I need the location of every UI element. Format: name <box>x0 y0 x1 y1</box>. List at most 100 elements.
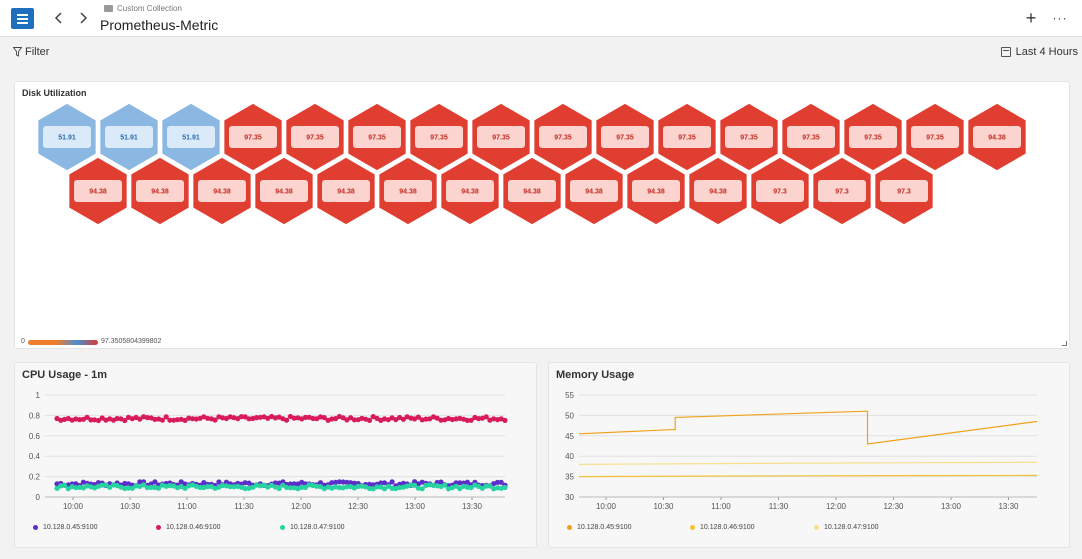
disk-hex-cell[interactable]: 97.3 <box>811 156 873 226</box>
back-button[interactable] <box>51 9 67 27</box>
disk-hex-cell[interactable]: 94.38 <box>966 102 1028 172</box>
disk-hex-cell[interactable]: 97.35 <box>842 102 904 172</box>
scatter-point <box>148 484 154 490</box>
disk-hex-cell[interactable]: 94.38 <box>377 156 439 226</box>
x-tick-label: 11:30 <box>769 502 789 511</box>
hex-value-tile <box>384 180 432 202</box>
scatter-point <box>442 482 448 488</box>
scatter-point <box>144 415 150 421</box>
legend-item[interactable]: 10.128.0.47:9100 <box>814 524 879 531</box>
scatter-point <box>333 416 339 422</box>
scatter-point <box>125 485 132 491</box>
hex-value-tile <box>725 126 773 148</box>
disk-hex-cell[interactable]: 94.38 <box>315 156 377 226</box>
time-range-selector[interactable]: Last 4 Hours <box>1000 46 1078 58</box>
disk-hex-cell[interactable]: 97.35 <box>532 102 594 172</box>
x-tick-label: 12:30 <box>348 502 369 511</box>
disk-hex-cell[interactable]: 97.35 <box>594 102 656 172</box>
disk-hex-cell[interactable]: 97.35 <box>222 102 284 172</box>
chevron-right-icon <box>80 12 88 24</box>
disk-hex-cell[interactable]: 51.91 <box>160 102 222 172</box>
scatter-point <box>167 417 173 423</box>
disk-hex-cell[interactable]: 94.38 <box>439 156 501 226</box>
scatter-point <box>299 484 305 490</box>
disk-hex-cell[interactable]: 97.3 <box>749 156 811 226</box>
disk-hex-cell[interactable]: 94.38 <box>625 156 687 226</box>
scatter-point <box>231 484 237 490</box>
disk-hex-cell[interactable]: 94.38 <box>129 156 191 226</box>
disk-hex-cell[interactable]: 94.38 <box>687 156 749 226</box>
scatter-point <box>438 417 444 423</box>
x-tick-label: 10:30 <box>653 502 674 511</box>
legend-item[interactable]: 10.128.0.45:9100 <box>567 524 632 531</box>
forward-button[interactable] <box>75 9 91 27</box>
scatter-point <box>302 484 309 490</box>
line-series <box>578 461 1038 465</box>
scatter-point <box>137 479 143 485</box>
disk-hex-cell[interactable]: 97.35 <box>470 102 532 172</box>
scatter-point <box>479 485 485 491</box>
scatter-point <box>129 485 135 491</box>
hex-value-tile <box>322 180 370 202</box>
menu-button[interactable] <box>11 8 34 29</box>
disk-hex-cell[interactable]: 51.91 <box>98 102 160 172</box>
line-series <box>578 410 1038 445</box>
disk-hex-cell[interactable]: 94.38 <box>191 156 253 226</box>
honeycomb-chart: 51.91 51.91 51.91 97.35 97.35 97.35 97.35 97.35… <box>36 102 1028 226</box>
legend-item[interactable]: 10.128.0.47:9100 <box>280 524 345 531</box>
more-options-button[interactable]: ··· <box>1052 11 1068 25</box>
scatter-point <box>276 485 282 492</box>
legend-item[interactable]: 10.128.0.45:9100 <box>33 524 98 531</box>
scatter-point <box>216 479 222 485</box>
breadcrumb[interactable]: Custom Collection <box>104 4 182 13</box>
hex-value-tile <box>167 126 215 148</box>
hex-value-label: 97.35 <box>430 135 448 142</box>
scatter-point <box>344 484 350 490</box>
disk-hex-cell[interactable]: 94.38 <box>501 156 563 226</box>
disk-hex-cell[interactable]: 97.35 <box>656 102 718 172</box>
legend-item[interactable]: 10.128.0.46:9100 <box>690 524 755 531</box>
hex-value-tile <box>880 180 928 202</box>
hex-value-label: 94.38 <box>337 189 355 196</box>
scatter-point <box>291 481 297 487</box>
disk-hex-cell[interactable]: 97.35 <box>284 102 346 172</box>
scatter-point <box>317 480 324 486</box>
hex-value-tile <box>911 126 959 148</box>
scatter-point <box>77 417 83 423</box>
disk-hex-cell[interactable]: 51.91 <box>36 102 98 172</box>
legend-item[interactable]: 10.128.0.46:9100 <box>156 524 221 531</box>
scatter-point <box>253 415 260 421</box>
legend-label: 10.128.0.47:9100 <box>290 524 345 531</box>
scatter-point <box>415 414 421 420</box>
disk-hex-cell[interactable]: 97.3 <box>873 156 935 226</box>
disk-hex-cell[interactable]: 94.38 <box>563 156 625 226</box>
scatter-point <box>137 416 143 422</box>
scatter-point <box>366 485 373 492</box>
disk-hex-cell[interactable]: 97.35 <box>408 102 470 172</box>
scatter-point <box>329 480 335 486</box>
legend-label: 10.128.0.46:9100 <box>166 524 221 531</box>
cpu-legend: 10.128.0.45:9100 10.128.0.46:9100 10.128.0… <box>29 524 529 536</box>
line-series <box>578 474 1038 478</box>
disk-hex-cell[interactable]: 94.38 <box>253 156 315 226</box>
resize-handle[interactable] <box>1062 341 1067 346</box>
disk-hex-cell[interactable]: 97.35 <box>904 102 966 172</box>
x-tick-label: 12:00 <box>826 502 847 511</box>
filter-button[interactable]: Filter <box>13 46 49 58</box>
disk-hex-cell[interactable]: 94.38 <box>67 156 129 226</box>
disk-hex-cell[interactable]: 97.35 <box>780 102 842 172</box>
legend-label: 10.128.0.46:9100 <box>700 524 755 531</box>
disk-hex-cell[interactable]: 97.35 <box>346 102 408 172</box>
breadcrumb-label: Custom Collection <box>117 4 182 13</box>
scatter-point <box>197 484 203 491</box>
scatter-point <box>366 417 373 423</box>
x-tick-label: 12:00 <box>291 502 312 511</box>
hex-value-label: 97.35 <box>864 135 882 142</box>
hex-value-label: 51.91 <box>182 135 200 142</box>
scatter-point <box>182 417 188 423</box>
disk-hex-cell[interactable]: 97.35 <box>718 102 780 172</box>
add-button[interactable]: + <box>1025 8 1037 28</box>
scale-max-label: 97.3505804399802 <box>101 338 162 345</box>
scatter-point <box>397 485 403 491</box>
scatter-point <box>257 414 263 420</box>
